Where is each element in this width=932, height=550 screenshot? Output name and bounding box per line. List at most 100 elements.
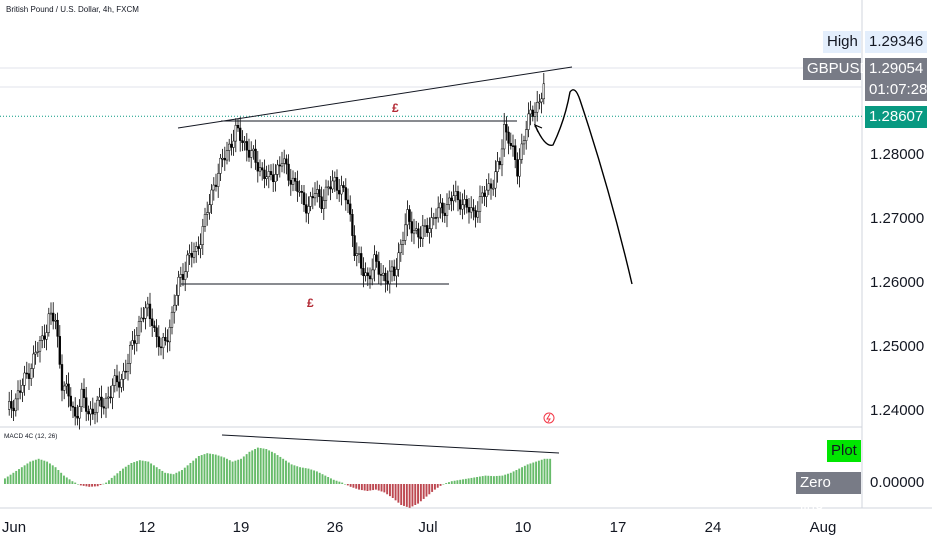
macd-bar — [211, 454, 214, 484]
macd-bar — [107, 480, 110, 484]
macd-bar — [85, 484, 88, 487]
candle-down — [465, 199, 468, 208]
macd-bar — [377, 484, 380, 491]
macd-bar — [492, 476, 495, 484]
macd-bar — [448, 482, 450, 484]
candle-up — [448, 197, 451, 205]
candle-down — [71, 405, 75, 408]
macd-bar — [501, 475, 504, 484]
candle-down — [236, 124, 240, 129]
macd-bar — [282, 458, 285, 484]
macd-bar — [433, 484, 436, 490]
candle-down — [531, 109, 534, 117]
macd-bar — [77, 484, 79, 485]
candle-up — [126, 363, 130, 372]
candle-up — [412, 229, 416, 234]
candle-up — [232, 140, 235, 148]
candle-up — [113, 375, 116, 386]
macd-bar — [313, 470, 316, 484]
candle-up — [144, 307, 147, 319]
macd-bar — [164, 472, 167, 484]
candle-down — [25, 372, 28, 375]
macd-bar — [48, 463, 51, 484]
macd-bar — [521, 467, 523, 484]
macd-bar — [245, 454, 248, 484]
candle-down — [272, 174, 275, 182]
zero-line-tag[interactable]: Zero line — [796, 472, 861, 513]
candle-up — [36, 350, 39, 353]
macd-bar — [285, 460, 287, 484]
candle-up — [283, 158, 286, 164]
candle-down — [43, 335, 46, 340]
candle-down — [320, 196, 323, 210]
macd-bar — [546, 458, 549, 484]
candle-down — [269, 171, 273, 175]
candle-up — [54, 319, 57, 322]
macd-bar — [400, 484, 403, 505]
macd-bar — [43, 460, 46, 484]
candle-up — [439, 202, 442, 209]
macd-bar — [248, 451, 251, 484]
macd-bar — [209, 453, 212, 484]
candle-down — [349, 203, 352, 215]
macd-bar — [34, 459, 37, 484]
macd-bar — [549, 458, 552, 484]
macd-bar — [40, 459, 43, 484]
candle-up — [129, 344, 132, 364]
macd-bar — [161, 470, 164, 484]
candle-up — [276, 164, 279, 175]
candle-down — [456, 191, 460, 201]
candle-up — [327, 186, 330, 189]
candle-up — [331, 180, 334, 190]
candle-up — [89, 408, 92, 415]
candle-up — [316, 189, 319, 194]
candle-down — [472, 207, 475, 211]
macd-bar — [329, 478, 332, 484]
macd-bar — [504, 474, 507, 484]
macd-bar — [152, 465, 155, 484]
candle-up — [41, 335, 44, 341]
macd-bar — [425, 484, 428, 497]
candle-up — [494, 171, 497, 189]
plot-tag[interactable]: Plot — [827, 440, 861, 462]
macd-bar — [403, 484, 405, 506]
candle-down — [142, 317, 145, 320]
candle-down — [148, 303, 152, 320]
macd-bar — [91, 484, 94, 487]
macd-bar — [116, 473, 119, 484]
macd-bar — [411, 484, 414, 507]
candle-up — [454, 191, 457, 196]
macd-bar — [456, 480, 459, 484]
candle-up — [111, 385, 114, 398]
candle-up — [452, 195, 455, 202]
candle-down — [467, 207, 471, 213]
line-value-tag: 1.28607 — [865, 106, 927, 128]
candle-up — [533, 111, 537, 117]
candle-up — [203, 214, 207, 227]
candle-down — [287, 163, 290, 181]
macd-bar — [537, 460, 540, 484]
price-tick: 1.24000 — [870, 402, 925, 419]
macd-bar — [29, 461, 32, 484]
candle-up — [536, 102, 539, 113]
candle-up — [199, 244, 202, 249]
macd-bar — [74, 482, 77, 484]
price-tick: 1.26000 — [870, 274, 925, 291]
macd-bar — [26, 463, 29, 484]
candle-up — [525, 129, 528, 141]
candle-up — [234, 124, 237, 142]
macd-bar — [147, 461, 150, 484]
macd-bar — [183, 467, 186, 484]
candle-down — [109, 396, 112, 399]
candle-up — [298, 190, 301, 193]
macd-bar — [228, 460, 231, 484]
candle-down — [263, 169, 266, 179]
candle-up — [478, 196, 482, 212]
macd-bar — [105, 482, 108, 484]
macd-bar — [231, 461, 234, 484]
event-icon — [546, 413, 551, 423]
macd-bar — [307, 468, 310, 484]
candle-down — [69, 395, 72, 407]
candle-up — [485, 189, 488, 197]
